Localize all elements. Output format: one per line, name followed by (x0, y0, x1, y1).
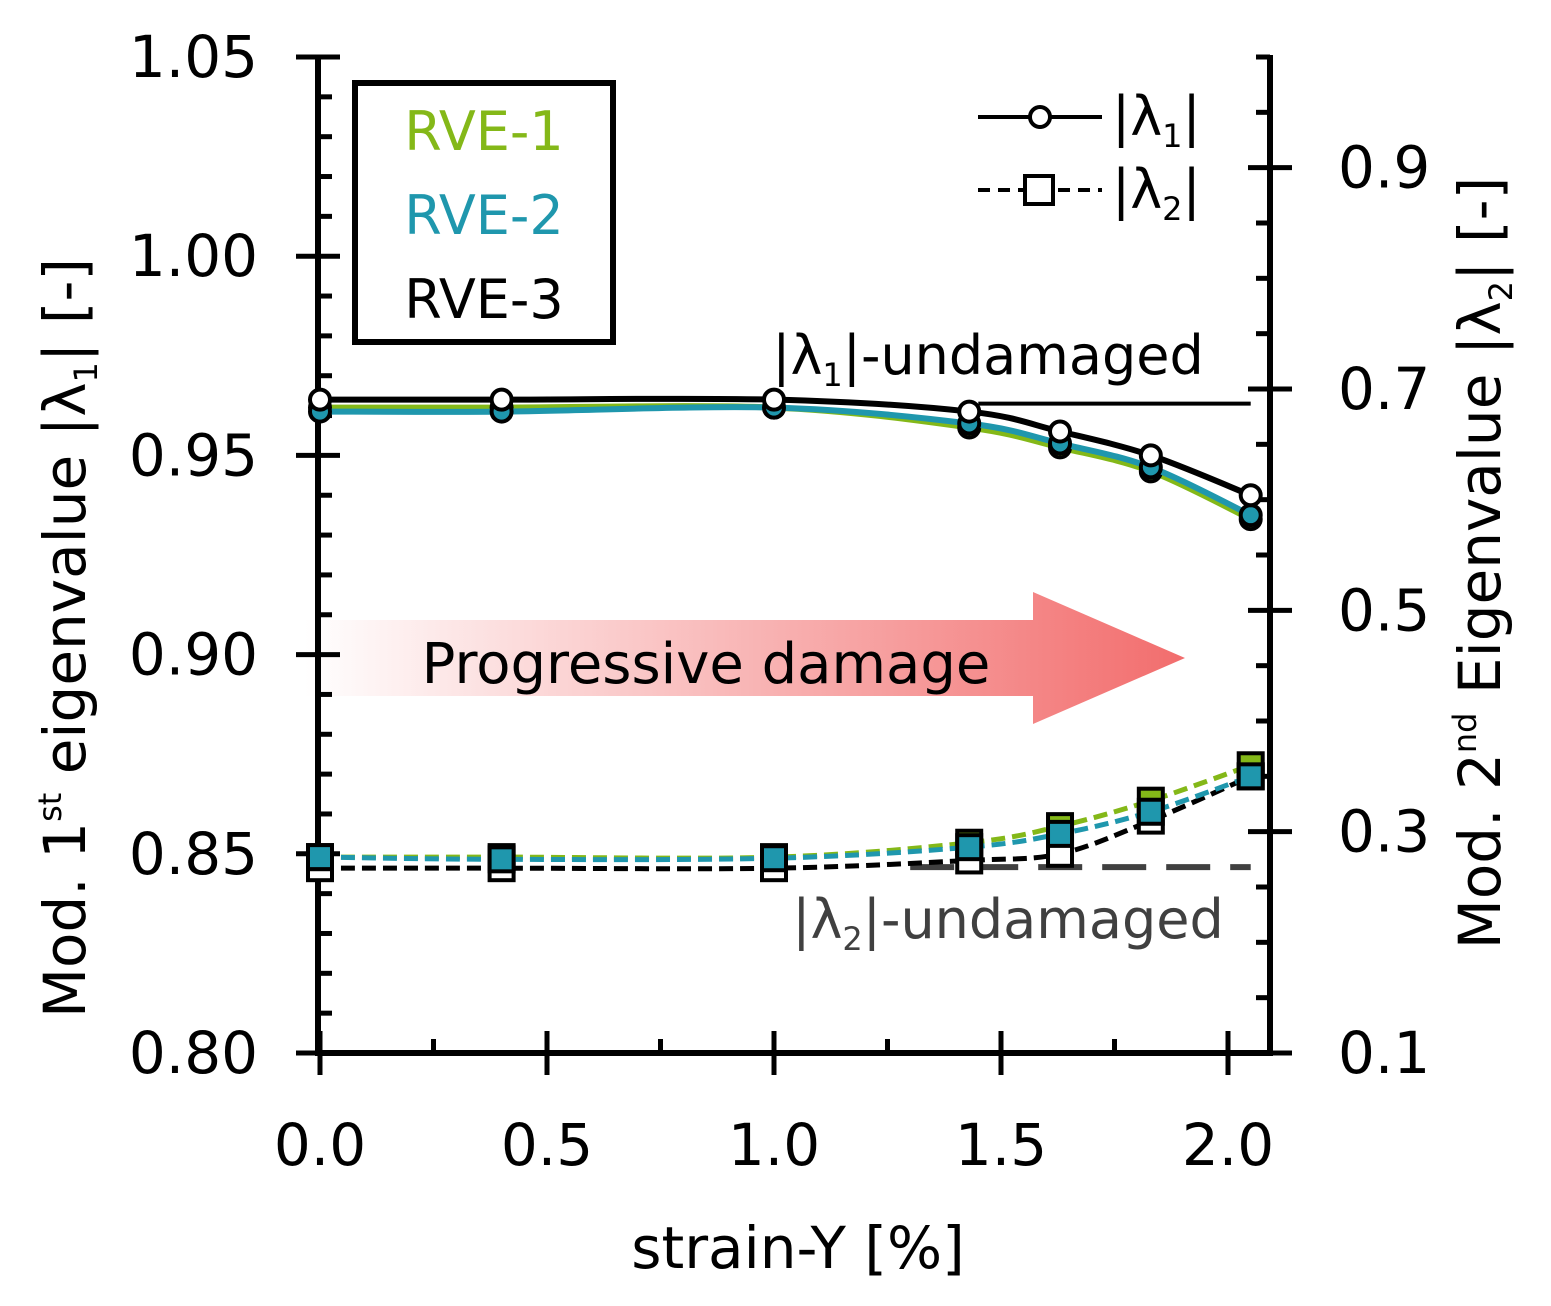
square-marker (955, 833, 984, 862)
square-marker (1046, 819, 1075, 848)
y-tick-label: 0.80 (129, 1019, 258, 1087)
x-tick-labels: 0.0 0.5 1.0 1.5 2.0 (274, 1111, 1274, 1179)
lambda2-undamaged-label: |λ2|-undamaged (792, 888, 1223, 958)
legend-lambda2-label-post: | (1183, 158, 1201, 221)
y2-axis-title-suffix: | [-] (1446, 177, 1514, 281)
progressive-damage-arrow (305, 592, 1185, 724)
lambda2-undamaged-label-post: |-undamaged (863, 888, 1224, 951)
circle-marker (762, 387, 786, 412)
y-tick-labels: 0.80 0.85 0.90 0.95 1.00 1.05 (129, 23, 258, 1087)
x-tick-label: 2.0 (1182, 1111, 1274, 1179)
legend-lambda2-label-pre: |λ (1112, 158, 1162, 221)
y-tick-label: 0.85 (129, 820, 258, 888)
lambda2-undamaged-label-pre: |λ (792, 888, 842, 951)
circle-marker (1238, 483, 1263, 508)
progressive-damage-label: Progressive damage (422, 632, 991, 697)
reference-lines (910, 401, 1251, 871)
circle-marker (308, 387, 332, 412)
series-line (320, 403, 1252, 522)
y2-axis-title-sub: 2 (1482, 281, 1520, 301)
y-axis-title-suffix: | [-] (31, 258, 99, 362)
legend-lambda2-marker (1023, 174, 1055, 206)
legend-lambda1-label: |λ1| (1112, 85, 1201, 155)
rve-legend: RVE-1 RVE-2 RVE-3 (352, 80, 616, 345)
legend-lambda1-marker (1028, 105, 1052, 129)
y2-axis-title-mid: Eigenvalue |λ (1446, 301, 1514, 712)
lambda1-undamaged-label-post: |-undamaged (843, 324, 1204, 387)
series-rve-3-lambda1 (308, 387, 1263, 508)
y-axis-title-sup: st (31, 793, 69, 822)
square-marker (760, 844, 788, 873)
legend-lambda1-label-sub: 1 (1162, 117, 1182, 155)
y-axis-title-sub: 1 (67, 362, 105, 382)
y2-tick-label: 0.5 (1338, 576, 1430, 644)
legend-rve-1: RVE-1 (404, 100, 563, 163)
x-axis-title: strain-Y [%] (631, 1214, 965, 1282)
legend-lambda2-label: |λ2| (1112, 158, 1201, 228)
legend-lambda1-label-post: | (1183, 85, 1201, 148)
series-rve-1-lambda1 (308, 395, 1263, 532)
marker-legend: |λ1| |λ2| (978, 85, 1201, 228)
y-tick-label: 0.90 (129, 621, 258, 689)
y2-axis-title-sup: nd (1446, 713, 1484, 754)
x-tick-label: 0.5 (501, 1111, 593, 1179)
axes (296, 54, 1292, 1075)
legend-lambda1-label-pre: |λ (1112, 85, 1162, 148)
progressive-damage-annotation: Progressive damage (305, 592, 1185, 724)
y2-tick-labels: 0.1 0.3 0.5 0.7 0.9 (1338, 134, 1430, 1087)
y-axis-title-prefix: Mod. 1 (31, 822, 99, 1018)
x-tick-label: 0.0 (274, 1111, 366, 1179)
y2-tick-label: 0.3 (1338, 798, 1430, 866)
y-tick-label: 0.95 (129, 421, 258, 489)
legend-lambda2-label-sub: 2 (1162, 190, 1182, 228)
series-rve-2-lambda2 (306, 762, 1265, 874)
square-marker (1136, 797, 1165, 826)
square-marker (306, 843, 334, 872)
y-tick-label: 1.00 (129, 222, 258, 290)
lambda1-undamaged-label: |λ1|-undamaged (772, 324, 1203, 394)
y-axis-title: Mod. 1st eigenvalue |λ1| [-] (31, 258, 105, 1018)
y2-tick-label: 0.1 (1338, 1019, 1430, 1087)
y2-tick-label: 0.9 (1338, 134, 1430, 202)
y2-axis-title-prefix: Mod. 2 (1446, 753, 1514, 949)
rve-legend-box (352, 80, 616, 345)
legend-rve-3: RVE-3 (404, 268, 563, 331)
circle-marker (1048, 419, 1073, 444)
lambda1-undamaged-label-sub: 1 (822, 356, 842, 394)
circle-marker (489, 387, 514, 412)
legend-rve-2: RVE-2 (404, 184, 563, 247)
square-marker (487, 845, 516, 874)
lambda2-undamaged-label-sub: 2 (842, 920, 862, 958)
data-series (306, 387, 1265, 883)
circle-marker (1238, 503, 1263, 528)
y-tick-label: 1.05 (129, 23, 258, 91)
lambda1-undamaged-label-pre: |λ (772, 324, 822, 387)
y2-tick-label: 0.7 (1338, 355, 1430, 423)
y2-axis-title: Mod. 2nd Eigenvalue |λ2| [-] (1446, 177, 1520, 949)
circle-marker (1138, 443, 1163, 468)
circle-marker (957, 399, 982, 424)
x-tick-label: 1.0 (728, 1111, 820, 1179)
square-marker (1236, 762, 1265, 791)
y-axis-title-mid: eigenvalue |λ (31, 382, 99, 792)
x-tick-label: 1.5 (955, 1111, 1047, 1179)
